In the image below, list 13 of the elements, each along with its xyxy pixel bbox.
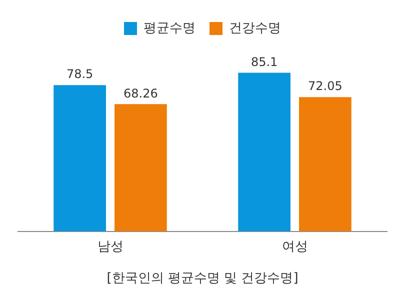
legend-label: 건강수명 — [229, 20, 281, 36]
data-label: 68.26 — [124, 86, 158, 100]
bar — [114, 104, 167, 232]
data-label: 78.5 — [66, 67, 94, 82]
bar — [299, 97, 352, 232]
x-tick-label: 남성 — [97, 240, 124, 255]
legend-label: 평균수명 — [144, 20, 196, 36]
bar — [238, 72, 290, 232]
x-tick-label: 여성 — [282, 240, 308, 255]
text: [한국인의 평균수명 및 건강수명] — [106, 270, 300, 287]
data-label: 85.1 — [250, 54, 278, 69]
bar — [54, 85, 106, 232]
data-label: 72.05 — [308, 79, 342, 94]
